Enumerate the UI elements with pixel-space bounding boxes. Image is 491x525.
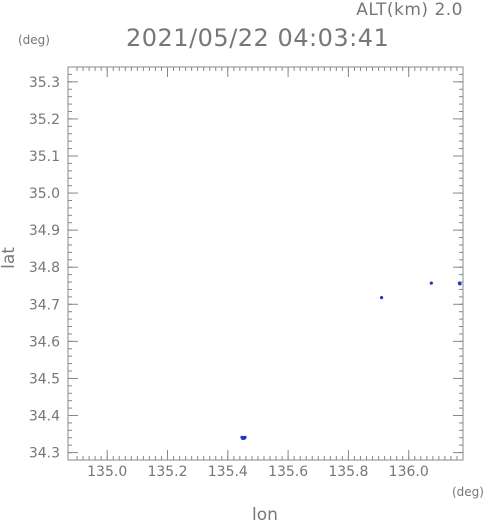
y-tick-label: 34.6 xyxy=(29,334,60,350)
y-tick-label: 34.4 xyxy=(29,409,60,425)
axis-ticks xyxy=(68,67,463,460)
y-tick-label: 35.1 xyxy=(29,149,60,165)
y-tick-label: 34.5 xyxy=(29,371,60,387)
y-tick-label: 35.0 xyxy=(29,186,60,202)
y-axis-unit: (deg) xyxy=(18,33,50,47)
x-tick-label: 135.2 xyxy=(147,464,187,480)
x-axis-label: lon xyxy=(252,505,278,525)
plot-frame xyxy=(67,66,464,461)
x-tick-label: 135.0 xyxy=(87,464,127,480)
data-point xyxy=(242,436,246,440)
data-point xyxy=(458,282,462,286)
x-tick-label: 136.0 xyxy=(389,464,429,480)
y-tick-label: 34.3 xyxy=(29,446,60,462)
y-tick-label: 35.3 xyxy=(29,75,60,91)
data-point xyxy=(429,281,433,285)
y-tick-label: 34.7 xyxy=(29,297,60,313)
y-tick-label: 34.9 xyxy=(29,223,60,239)
y-tick-label: 34.8 xyxy=(29,260,60,276)
y-tick-label: 35.2 xyxy=(29,112,60,128)
altitude-label: ALT(km) 2.0 xyxy=(356,0,463,20)
x-tick-label: 135.8 xyxy=(328,464,368,480)
chart-title: 2021/05/22 04:03:41 xyxy=(126,24,390,52)
x-tick-label: 135.6 xyxy=(268,464,308,480)
x-tick-label: 135.4 xyxy=(208,464,248,480)
data-points xyxy=(240,281,462,441)
axis-tick-labels: 135.0 135.2 135.4 135.6 135.8 136.0 34.3 34.4 34… xyxy=(29,75,429,480)
x-axis-unit: (deg) xyxy=(452,485,484,499)
data-point xyxy=(379,296,384,300)
